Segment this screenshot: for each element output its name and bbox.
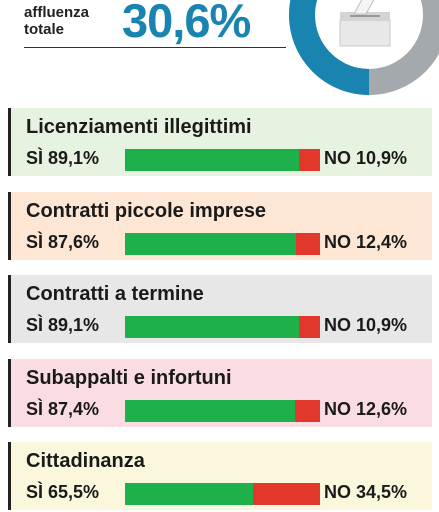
turnout-label-line1: affluenza xyxy=(24,4,90,21)
result-bar xyxy=(125,399,320,422)
turnout-label-line2: totale xyxy=(24,21,65,38)
result-bar xyxy=(125,149,320,171)
no-bar xyxy=(298,316,320,338)
no-label: NO 34,5% xyxy=(324,482,408,502)
result-bar xyxy=(125,316,320,338)
yes-bar xyxy=(125,232,296,255)
yes-label: SÌ 65,5% xyxy=(26,482,100,502)
yes-label: SÌ 87,6% xyxy=(26,231,100,252)
turnout-donut-share xyxy=(289,0,370,95)
yes-bar xyxy=(125,483,253,505)
yes-bar xyxy=(125,149,299,171)
turnout-donut xyxy=(289,0,439,95)
question-title: Licenziamenti illegittimi xyxy=(26,116,252,138)
question-title: Contratti piccole imprese xyxy=(26,199,267,222)
no-bar xyxy=(295,399,320,422)
no-bar xyxy=(252,483,320,505)
question-card: Subappalti e infortuni SÌ 87,4% NO 12,6% xyxy=(8,358,432,427)
question-title: Cittadinanza xyxy=(26,450,145,472)
no-bar xyxy=(295,232,320,255)
no-label: NO 10,9% xyxy=(324,315,408,335)
yes-bar xyxy=(125,399,296,422)
question-card: Licenziamenti illegittimi SÌ 89,1% NO 10… xyxy=(8,108,432,176)
question-title: Subappalti e infortuni xyxy=(26,366,232,389)
yes-bar xyxy=(125,316,299,338)
turnout-label: affluenza totale xyxy=(24,4,89,38)
turnout-divider xyxy=(24,47,286,48)
result-bar xyxy=(125,232,320,255)
no-bar xyxy=(298,149,320,171)
no-label: NO 10,9% xyxy=(324,148,408,168)
question-card: Contratti a termine SÌ 89,1% NO 10,9% xyxy=(8,275,432,343)
yes-label: SÌ 89,1% xyxy=(26,148,100,168)
question-title: Contratti a termine xyxy=(26,283,204,305)
ballot-box-icon xyxy=(339,0,391,47)
no-label: NO 12,4% xyxy=(324,231,408,252)
yes-label: SÌ 89,1% xyxy=(26,315,100,335)
question-card: Cittadinanza SÌ 65,5% NO 34,5% xyxy=(8,442,432,510)
question-card: Contratti piccole imprese SÌ 87,6% NO 12… xyxy=(8,191,432,260)
no-label: NO 12,6% xyxy=(324,398,408,419)
result-bar xyxy=(125,483,320,505)
turnout-value: 30,6% xyxy=(122,0,251,47)
yes-label: SÌ 87,4% xyxy=(26,398,100,419)
